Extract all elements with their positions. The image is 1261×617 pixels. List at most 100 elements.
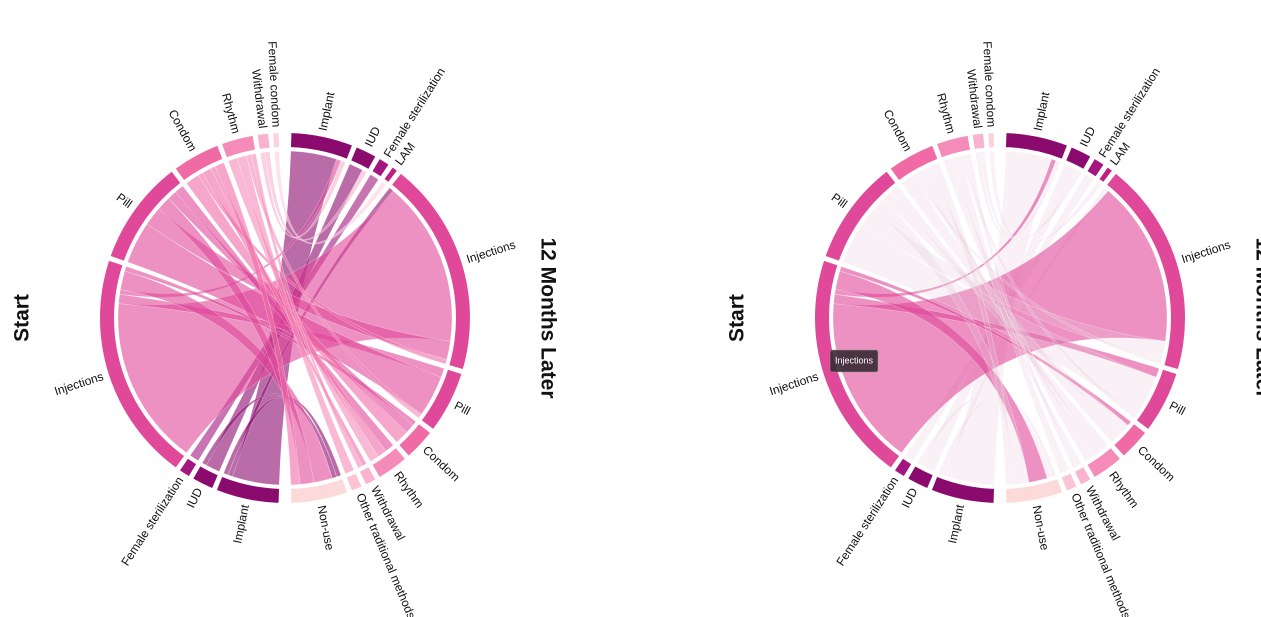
group-arc [110,171,181,261]
side-title: Start [726,294,749,342]
group-arc [931,477,995,503]
ribbon [833,293,1160,378]
group-arc [1136,369,1177,429]
group-arc [372,448,405,477]
ribbon [916,393,1052,479]
group-label: Pill [1167,398,1188,418]
group-arc [988,133,995,148]
ribbons [832,150,1168,486]
group-label: Implant [230,503,252,545]
ribbon [989,150,1102,245]
group-arc [372,159,389,177]
ribbon [158,198,315,485]
group-arc [399,424,430,456]
group-label: Rhythm [391,469,426,511]
tooltip-text: Injections [835,355,874,365]
group-label: Rhythm [1106,469,1141,511]
group-label: Condom [420,443,463,484]
group-label: Withdrawal [964,68,985,129]
ribbon [925,166,1082,467]
group-label: Injections [768,369,821,398]
group-label: Injections [53,369,106,398]
group-label: Female sterilization [118,474,186,568]
group-arc [421,369,462,429]
ribbon [938,396,1057,478]
ribbon [835,270,1048,483]
group-arc [1087,448,1120,477]
ribbon [873,198,1030,485]
group-label: Condom [1135,443,1178,484]
side-title: Start [11,294,34,342]
group-label: IUD [184,485,206,510]
ribbon [883,191,1129,433]
group-arc [351,147,376,169]
ribbon [839,266,1132,426]
group-arc [392,173,470,369]
group-label: Female sterilization [833,474,901,568]
group-arc [290,479,348,503]
group-label: IUD [362,124,384,149]
group-label: Rhythm [934,92,958,136]
group-label: Pill [452,398,473,418]
group-arc [1087,159,1104,177]
ribbon [961,154,1137,419]
group-arc [193,466,218,489]
group-arc [1099,167,1112,182]
group-arc [384,167,397,182]
group-arc [825,171,896,261]
tooltip-box [829,349,879,373]
group-arc [346,473,362,491]
chord-chart: Implant IUD Female sterilization Injections… [726,41,1261,617]
group-arc [216,477,280,503]
group-arc [1107,173,1185,369]
group-label: Rhythm [219,92,243,136]
ribbon [201,393,337,479]
group-arc [175,145,223,180]
ribbon [861,208,1166,360]
group-label: Implant [1031,90,1053,132]
group-arc [1005,133,1067,159]
group-arc [895,458,912,477]
ribbon [120,270,333,483]
group-label: IUD [1077,124,1099,149]
group-arc [99,260,185,468]
group-arc [222,135,256,158]
ribbon [250,153,363,469]
ribbon [942,157,1094,462]
group-label: Pill [829,190,850,211]
ribbon [929,162,1016,486]
group-label: Condom [166,107,200,153]
group-arc [972,133,985,149]
group-label: Injections [1180,237,1233,266]
group-label: Injections [465,237,518,266]
group-arc [890,145,938,180]
group-arc [937,135,971,158]
ribbons [117,150,453,486]
ribbon [901,174,1123,443]
group-arc [359,467,376,485]
ribbon [223,396,342,478]
group-label: Female condom [980,41,998,128]
group-label: Implant [316,90,338,132]
side-title: 12 Months Later [1251,237,1261,398]
group-arc [1066,147,1091,169]
ribbon [236,155,355,475]
side-title: 12 Months Later [536,237,559,398]
ribbon [889,185,1109,452]
group-label: Non-use [1030,504,1052,551]
ribbon [214,162,301,486]
group-label: Condom [881,107,915,153]
ribbon [912,172,1163,365]
ribbon [951,155,1070,475]
ribbon [274,150,387,245]
group-label: Implant [945,503,967,545]
group-label: Withdrawal [249,68,270,129]
group-label: Female condom [265,41,283,128]
ribbon [965,153,1078,469]
ribbon [186,174,408,443]
group-label: Pill [114,190,135,211]
ribbon [979,151,1082,241]
group-arc [1061,473,1077,491]
